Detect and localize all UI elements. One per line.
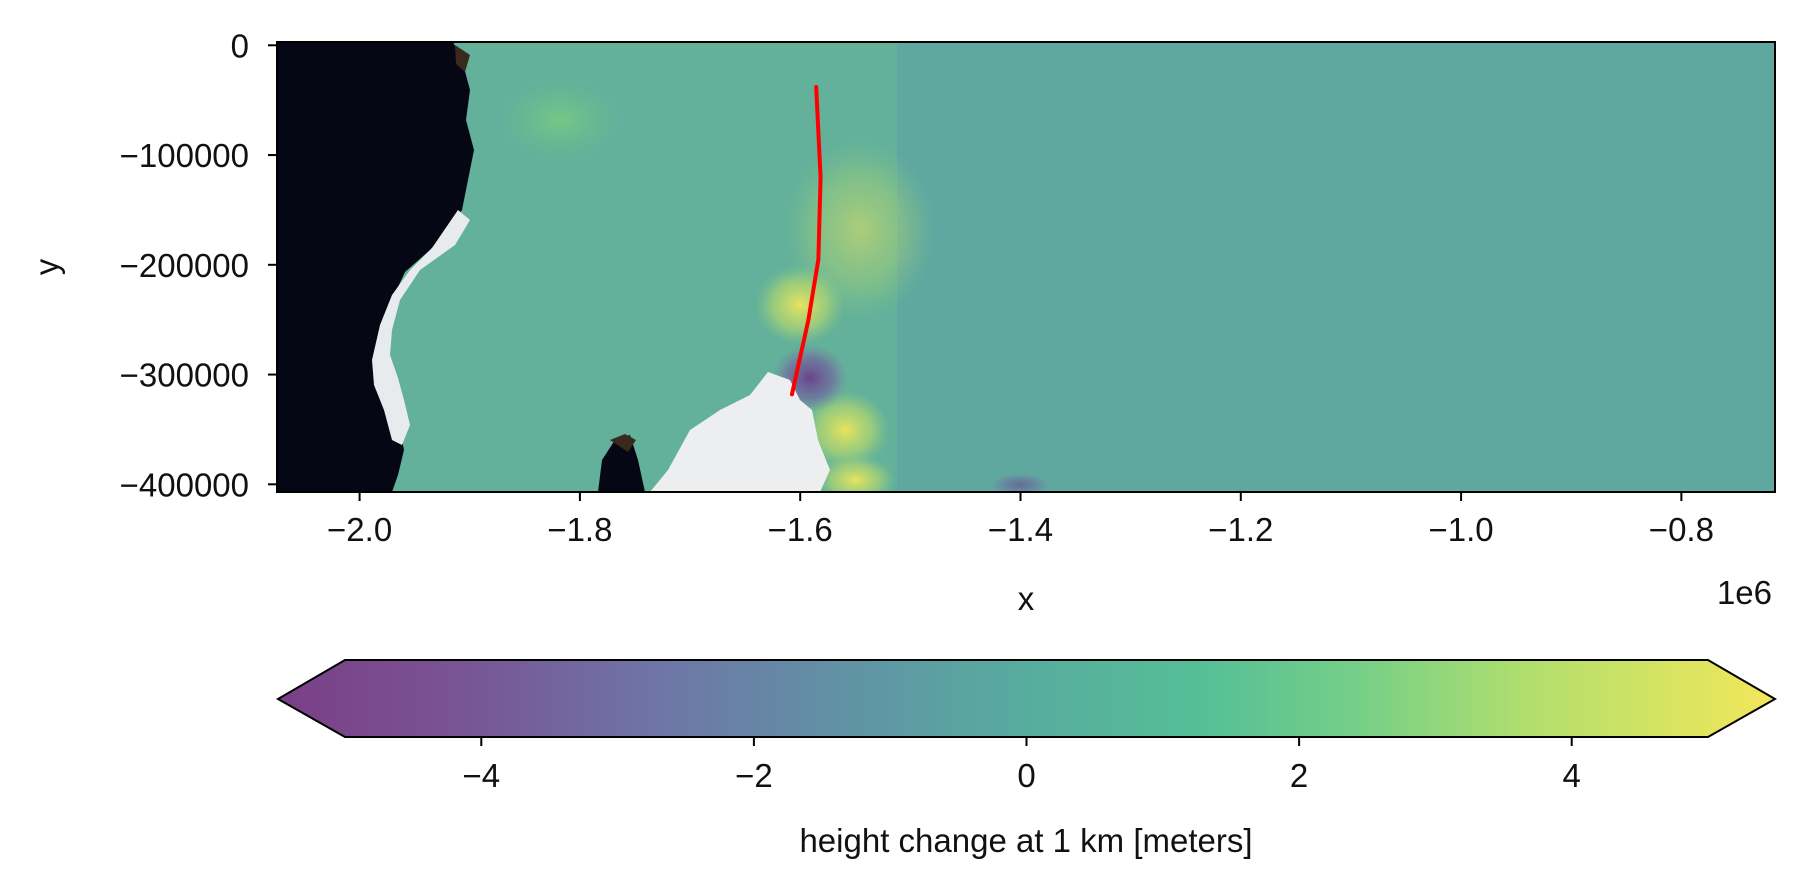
colorbar-tick-label: −4 <box>462 757 500 794</box>
x-tick-label: −1.2 <box>1208 511 1273 548</box>
colorbar-tick-label: 2 <box>1290 757 1308 794</box>
rock-outcrop <box>455 45 470 72</box>
y-tick-label: −300000 <box>120 357 249 394</box>
map-image <box>277 42 1775 492</box>
x-axis-label: x <box>1018 580 1035 617</box>
colorbar-ticks: −4 −2 0 2 4 <box>462 737 1581 794</box>
map-frame <box>276 41 1776 493</box>
colorbar-tick-label: 4 <box>1563 757 1581 794</box>
yellow-anomaly <box>755 265 845 345</box>
ocean-region <box>277 42 474 492</box>
y-axis-label: y <box>28 258 65 275</box>
x-axis-offset-label: 1e6 <box>1717 574 1772 611</box>
y-tick-label: −400000 <box>120 466 249 503</box>
colorbar-tick-label: −2 <box>735 757 773 794</box>
colorbar-label: height change at 1 km [meters] <box>799 822 1252 859</box>
x-tick-label: −2.0 <box>327 511 392 548</box>
flowline-red-line <box>789 85 823 397</box>
x-tick-label: −1.8 <box>547 511 612 548</box>
colorbar: −4 −2 0 2 4 height change at 1 km [meters] <box>275 659 1778 859</box>
y-tick-label: 0 <box>231 27 249 64</box>
y-axis-ticks: 0 −100000 −200000 −300000 −400000 <box>120 27 277 503</box>
map-panel: −2.0 −1.8 −1.6 −1.4 −1.2 −1.0 −0.8 0 −100000 −20… <box>28 27 1776 617</box>
green-anomaly <box>500 80 620 160</box>
x-axis-ticks: −2.0 −1.8 −1.6 −1.4 −1.2 −1.0 −0.8 <box>327 492 1714 548</box>
yellow-anomaly <box>815 455 895 492</box>
ocean-region <box>598 435 645 492</box>
ice-shelf <box>650 372 830 492</box>
x-tick-label: −1.4 <box>988 511 1053 548</box>
ice-shelf <box>372 210 470 445</box>
rock-outcrop <box>610 434 636 452</box>
colorbar-tick-label: 0 <box>1017 757 1035 794</box>
x-tick-label: −1.6 <box>768 511 833 548</box>
y-tick-label: −100000 <box>120 137 249 174</box>
x-tick-label: −0.8 <box>1649 511 1714 548</box>
purple-anomaly <box>990 473 1050 492</box>
colorbar-gradient <box>275 659 1778 738</box>
x-tick-label: −1.0 <box>1429 511 1494 548</box>
y-tick-label: −200000 <box>120 247 249 284</box>
